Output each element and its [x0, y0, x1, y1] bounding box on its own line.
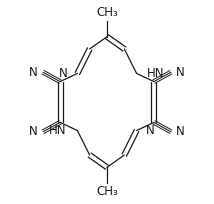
- Text: N: N: [29, 66, 38, 79]
- Text: N: N: [59, 67, 68, 80]
- Text: N: N: [29, 125, 38, 138]
- Text: N: N: [146, 124, 155, 137]
- Text: CH₃: CH₃: [96, 185, 118, 198]
- Text: CH₃: CH₃: [96, 6, 118, 19]
- Text: HN: HN: [49, 124, 66, 137]
- Text: N: N: [176, 125, 185, 138]
- Text: N: N: [176, 66, 185, 79]
- Text: HN: HN: [147, 67, 164, 80]
